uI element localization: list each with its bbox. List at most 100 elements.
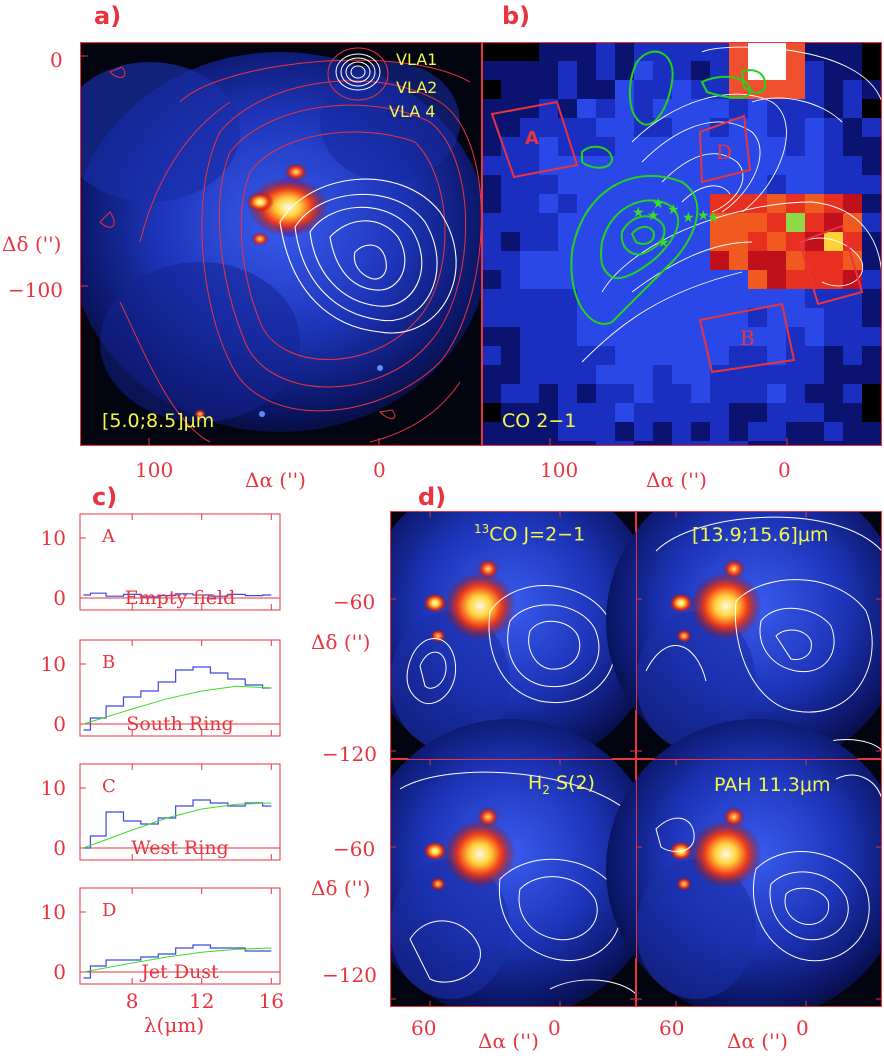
b-pixel bbox=[501, 118, 520, 137]
b-pixel bbox=[653, 61, 672, 80]
b-pixel bbox=[482, 270, 501, 289]
panel-a-ytick-0: 0 bbox=[50, 48, 63, 72]
b-pixel bbox=[767, 441, 786, 446]
b-pixel bbox=[577, 194, 596, 213]
b-pixel bbox=[805, 270, 824, 289]
b-pixel bbox=[729, 42, 748, 61]
spectrum-ytick-0: 0 bbox=[53, 586, 66, 610]
b-pixel bbox=[539, 213, 558, 232]
d-subpanel bbox=[606, 511, 882, 771]
b-pixel bbox=[577, 80, 596, 99]
contour bbox=[498, 858, 622, 961]
b-pixel bbox=[577, 365, 596, 384]
b-pixel bbox=[805, 80, 824, 99]
b-pixel bbox=[615, 251, 634, 270]
contour bbox=[835, 774, 882, 800]
b-pixel bbox=[615, 232, 634, 251]
b-pixel bbox=[539, 232, 558, 251]
b-pixel bbox=[596, 213, 615, 232]
panel-a-ytick-minus100: −100 bbox=[8, 278, 63, 302]
b-pixel bbox=[482, 365, 501, 384]
b-pixel bbox=[862, 156, 881, 175]
b-pixel bbox=[615, 422, 634, 441]
b-pixel bbox=[558, 327, 577, 346]
b-pixel bbox=[577, 99, 596, 118]
b-pixel bbox=[691, 384, 710, 403]
b-pixel bbox=[501, 251, 520, 270]
b-pixel bbox=[748, 422, 767, 441]
b-pixel bbox=[805, 403, 824, 422]
b-pixel bbox=[596, 99, 615, 118]
b-pixel bbox=[710, 232, 729, 251]
b-pixel bbox=[824, 365, 843, 384]
b-pixel bbox=[596, 365, 615, 384]
b-pixel bbox=[862, 422, 881, 441]
b-pixel bbox=[767, 365, 786, 384]
b-pixel bbox=[824, 232, 843, 251]
panel-b-xtick-0: 0 bbox=[778, 458, 791, 482]
b-pixel bbox=[653, 118, 672, 137]
b-pixel bbox=[843, 384, 862, 403]
panel-d-ytick-120-top: −120 bbox=[322, 742, 377, 766]
b-pixel bbox=[767, 327, 786, 346]
b-pixel bbox=[862, 42, 881, 61]
b-pixel bbox=[615, 99, 634, 118]
b-pixel bbox=[805, 61, 824, 80]
b-pixel bbox=[520, 441, 539, 446]
panel-b-letter: b) bbox=[502, 2, 531, 30]
b-pixel bbox=[577, 42, 596, 61]
b-pixel bbox=[482, 384, 501, 403]
b-pixel bbox=[558, 61, 577, 80]
panel-d-xtick-60-right: 60 bbox=[659, 1016, 685, 1040]
b-pixel bbox=[729, 232, 748, 251]
b-pixel bbox=[653, 80, 672, 99]
b-pixel bbox=[558, 365, 577, 384]
b-pixel bbox=[805, 99, 824, 118]
spectrum-line bbox=[83, 666, 272, 731]
b-pixel bbox=[672, 422, 691, 441]
d-subpanel bbox=[390, 719, 660, 1007]
b-pixel bbox=[653, 213, 672, 232]
panel-d-letter: d) bbox=[418, 483, 447, 511]
svg-text:★: ★ bbox=[707, 210, 720, 226]
b-pixel bbox=[672, 194, 691, 213]
b-pixel bbox=[862, 365, 881, 384]
b-pixel bbox=[710, 251, 729, 270]
b-pixel bbox=[653, 403, 672, 422]
b-pixel bbox=[539, 80, 558, 99]
contour bbox=[528, 620, 581, 670]
panel-d-ytick-60-top: −60 bbox=[333, 590, 376, 614]
b-pixel bbox=[767, 384, 786, 403]
b-pixel bbox=[577, 346, 596, 365]
b-pixel bbox=[748, 346, 767, 365]
b-pixel bbox=[672, 327, 691, 346]
spectrum-ytick-10: 10 bbox=[41, 776, 66, 800]
b-pixel bbox=[672, 61, 691, 80]
b-pixel bbox=[634, 270, 653, 289]
b-pixel bbox=[672, 365, 691, 384]
b-pixel bbox=[862, 308, 881, 327]
b-pixel bbox=[710, 213, 729, 232]
contour bbox=[549, 979, 637, 995]
panel-d-image-grid bbox=[390, 511, 882, 1007]
b-pixel bbox=[501, 99, 520, 118]
contour bbox=[752, 851, 870, 962]
continuum-fit bbox=[83, 947, 272, 973]
b-pixel bbox=[786, 422, 805, 441]
panel-b-xlabel: Δα ('') bbox=[646, 468, 707, 492]
contour bbox=[399, 771, 637, 820]
b-pixel bbox=[539, 346, 558, 365]
b-pixel bbox=[596, 422, 615, 441]
b-pixel bbox=[748, 232, 767, 251]
b-pixel bbox=[748, 365, 767, 384]
b-pixel bbox=[501, 232, 520, 251]
b-pixel bbox=[729, 118, 748, 137]
b-pixel bbox=[615, 42, 634, 61]
b-pixel bbox=[596, 384, 615, 403]
b-pixel bbox=[729, 289, 748, 308]
spectrum-name: South Ring bbox=[126, 713, 233, 735]
b-pixel bbox=[805, 156, 824, 175]
svg-text:★: ★ bbox=[632, 205, 645, 221]
spectrum-ytick-0: 0 bbox=[53, 712, 66, 736]
b-pixel bbox=[634, 137, 653, 156]
